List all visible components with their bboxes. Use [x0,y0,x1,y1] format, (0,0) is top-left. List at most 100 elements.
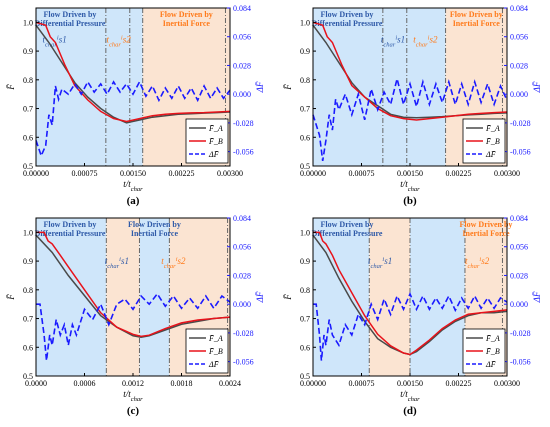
y-tick-label: 1.0 [300,18,310,27]
panel-label: (b) [403,195,417,207]
y2-tick-label: -0.056 [510,148,531,157]
y2-axis-label: ΔF̄ [532,81,542,93]
legend-label: F̄_A [208,124,223,133]
legend: F̄_A F̄_B ΔF̄ [185,118,229,164]
legend-label: F̄_B [485,347,500,356]
x-tick-label: 0.00225 [446,379,472,388]
y-axis-label: F̄ [283,84,293,91]
legend-label: F̄_A [208,334,223,343]
series-line-b [313,231,508,356]
region-title: Inertial Force [131,229,179,238]
legend-label: F̄_A [485,124,500,133]
series-line-b [35,21,231,123]
x-tick-label: 0.00150 [397,169,423,178]
x-tick-label: 0.00150 [120,169,146,178]
background-region [36,218,107,376]
x-tick-label: 0.00075 [72,169,98,178]
y2-tick-label: 0.000 [510,90,528,99]
background-region [36,8,143,166]
phase-annotation: tcharis2 [106,34,131,48]
y2-tick-label: 0.000 [510,300,528,309]
x-tick-label: 0.0000 [25,379,47,388]
phase-annotation: tcharis1 [42,34,66,48]
y2-tick-label: 0.084 [510,214,528,223]
series-line-delta [312,78,508,162]
legend: F̄_A F̄_B ΔF̄ [185,328,229,374]
x-tick-label: 0.00075 [349,169,375,178]
y-tick-label: 0.9 [23,257,33,266]
y2-tick-label: -0.056 [510,358,531,367]
background-region [106,218,140,376]
x-tick-label: 0.00300 [494,169,520,178]
legend-label: F̄_B [208,137,223,146]
region-title: Flow Driven by [460,220,513,229]
region-title: Inertial Force [163,19,211,28]
y-tick-label: 0.7 [300,105,310,114]
legend-label: ΔF̄ [208,150,219,159]
series-line-delta [313,291,508,361]
y2-tick-label: 0.056 [510,243,528,252]
y2-tick-label: 0.056 [233,33,251,42]
x-axis-label: t/tchar [400,389,420,403]
x-tick-label: 0.00075 [349,379,375,388]
y2-tick-label: -0.056 [233,148,254,157]
y2-tick-label: 0.056 [510,33,528,42]
panel-label: (c) [127,405,140,417]
y2-tick-label: 0.000 [233,300,251,309]
series-line-delta [36,292,231,361]
region-title: Flow Driven by [128,220,181,229]
series-line-b [36,231,231,338]
y2-axis-label: ΔF̄ [255,81,265,93]
y-tick-label: 0.6 [300,133,310,142]
panel-label: (d) [403,405,417,417]
region-title: Inertial Force [453,19,501,28]
y-tick-label: 0.7 [23,315,33,324]
series-line-b [312,21,508,121]
x-tick-label: 0.00225 [169,169,195,178]
legend-label: ΔF̄ [485,360,496,369]
region-title: Flow Driven by [44,220,97,229]
y2-tick-label: 0.028 [233,271,251,280]
y-axis-label: F̄ [6,84,16,91]
y-tick-label: 0.8 [300,76,310,85]
phase-annotation: tcharis2 [161,255,186,269]
y2-tick-label: 0.000 [233,90,251,99]
y2-tick-label: 0.084 [510,4,528,13]
y-tick-label: 1.0 [23,228,33,237]
panel-label: (a) [127,195,140,207]
region-title: Differential Pressure [312,19,383,28]
y-tick-label: 0.6 [23,343,33,352]
y2-tick-label: 0.084 [233,214,251,223]
x-axis-label: t/tchar [123,389,143,403]
x-tick-label: 0.00150 [397,379,423,388]
background-region [369,218,410,376]
y2-tick-label: -0.028 [510,119,531,128]
x-axis-label: t/tchar [400,179,420,193]
x-tick-label: 0.00300 [217,169,243,178]
y-tick-label: 0.9 [300,47,310,56]
legend: F̄_A F̄_B ΔF̄ [462,328,506,374]
legend-label: ΔF̄ [485,150,496,159]
y-axis-label: F̄ [283,294,293,301]
y-tick-label: 0.7 [300,315,310,324]
y-tick-label: 1.0 [300,228,310,237]
background-region [410,218,465,376]
y2-tick-label: 0.028 [233,61,251,70]
x-tick-label: 0.00000 [300,379,326,388]
phase-annotation: tcharis2 [413,34,438,48]
y-tick-label: 1.0 [23,18,33,27]
y-tick-label: 0.7 [23,105,33,114]
region-title: Flow Driven by [44,10,97,19]
y-tick-label: 0.5 [23,372,33,381]
x-tick-label: 0.00225 [446,169,472,178]
phase-annotation: tcharis1 [105,255,129,269]
region-title: Differential Pressure [35,19,106,28]
x-tick-label: 0.00000 [23,169,49,178]
x-tick-label: 0.00000 [300,169,326,178]
region-title: Differential Pressure [35,229,106,238]
region-title: Flow Driven by [160,10,213,19]
region-title: Differential Pressure [312,229,383,238]
